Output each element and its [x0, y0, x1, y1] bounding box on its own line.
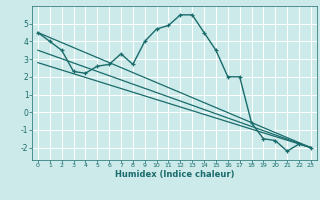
X-axis label: Humidex (Indice chaleur): Humidex (Indice chaleur): [115, 170, 234, 179]
